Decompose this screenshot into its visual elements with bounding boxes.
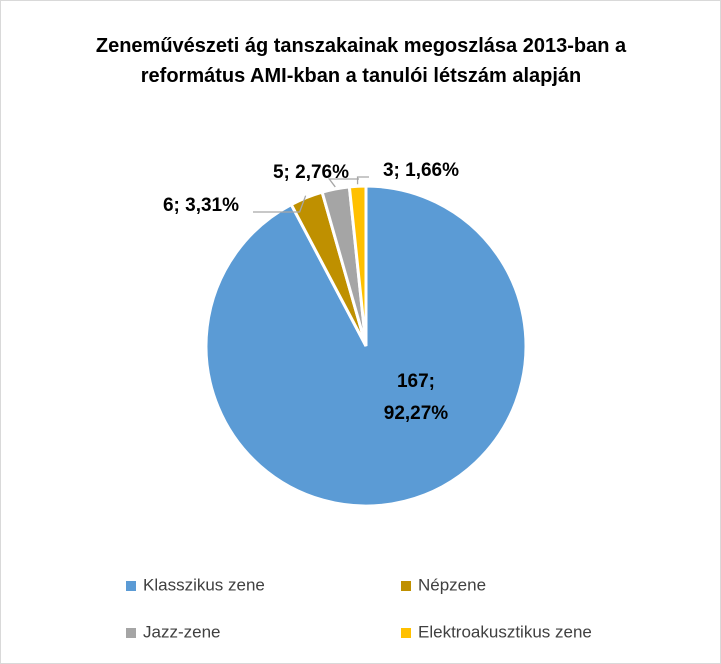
leader-line <box>356 176 369 185</box>
data-label: 6; 3,31% <box>163 195 239 216</box>
data-label: 3; 1,66% <box>383 160 459 181</box>
legend-swatch <box>401 628 411 638</box>
legend-swatch <box>401 581 411 591</box>
data-label-line: 167; <box>397 371 435 392</box>
legend-label: Népzene <box>418 575 486 594</box>
leader-line <box>253 195 307 213</box>
legend-label: Jazz-zene <box>143 622 220 641</box>
data-label: 167; 92,27% <box>384 371 449 424</box>
legend-swatch <box>126 581 136 591</box>
legend-label: Klasszikus zene <box>143 575 265 594</box>
data-label: 5; 2,76% <box>273 162 349 183</box>
chart-title: Zeneművészeti ág tanszakainak megoszlása… <box>95 35 627 87</box>
pie-slice <box>347 184 368 347</box>
leader-line <box>327 178 359 188</box>
legend-swatch <box>126 628 136 638</box>
legend-label: Elektroakusztikus zene <box>418 622 592 641</box>
data-label-line: 92,27% <box>384 403 449 424</box>
